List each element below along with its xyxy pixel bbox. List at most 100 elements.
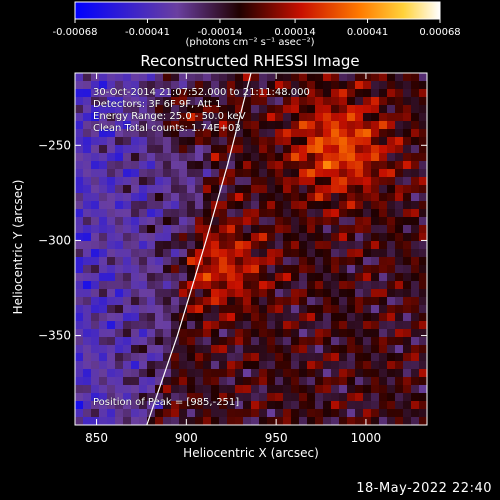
heatmap-cell xyxy=(371,121,380,130)
heatmap-cell xyxy=(235,377,244,386)
heatmap-cell xyxy=(91,113,100,122)
heatmap-cell xyxy=(195,273,204,282)
heatmap-cell xyxy=(291,321,300,330)
heatmap-cell xyxy=(299,121,308,130)
heatmap-cell xyxy=(155,105,164,114)
heatmap-cell xyxy=(387,177,396,186)
heatmap-cell xyxy=(107,281,116,290)
heatmap-cell xyxy=(403,377,412,386)
heatmap-cell xyxy=(275,401,284,410)
heatmap-cell xyxy=(187,161,196,170)
heatmap-cell xyxy=(155,249,164,258)
heatmap-cell xyxy=(411,281,420,290)
heatmap-cell xyxy=(347,145,356,154)
heatmap-cell xyxy=(211,137,220,146)
heatmap-cell xyxy=(211,121,220,130)
heatmap-cell xyxy=(251,345,260,354)
heatmap-cell xyxy=(283,217,292,226)
heatmap-cell xyxy=(267,81,276,90)
heatmap-cell xyxy=(243,345,252,354)
heatmap-cell xyxy=(275,305,284,314)
heatmap-cell xyxy=(387,185,396,194)
heatmap-cell xyxy=(227,153,236,162)
heatmap-cell xyxy=(339,129,348,138)
heatmap-cell xyxy=(251,377,260,386)
heatmap-cell xyxy=(139,385,148,394)
heatmap-cell xyxy=(83,193,92,202)
heatmap-cell xyxy=(187,417,196,425)
heatmap-cell xyxy=(131,281,140,290)
heatmap-cell xyxy=(243,89,252,98)
heatmap-cell xyxy=(331,113,340,122)
heatmap-cell xyxy=(251,241,260,250)
heatmap-cell xyxy=(83,353,92,362)
heatmap-cell xyxy=(315,393,324,402)
heatmap-cell xyxy=(371,233,380,242)
heatmap-cell xyxy=(219,201,228,210)
heatmap-cell xyxy=(315,217,324,226)
heatmap-cell xyxy=(363,249,372,258)
x-axis-label: Heliocentric X (arcsec) xyxy=(183,446,319,460)
heatmap-cell xyxy=(171,281,180,290)
heatmap-cell xyxy=(371,241,380,250)
heatmap-cell xyxy=(331,281,340,290)
heatmap-cell xyxy=(147,369,156,378)
heatmap-cell xyxy=(363,337,372,346)
heatmap-cell xyxy=(235,353,244,362)
heatmap-cell xyxy=(395,313,404,322)
heatmap-cell xyxy=(203,161,212,170)
heatmap-cell xyxy=(323,393,332,402)
heatmap-cell xyxy=(275,113,284,122)
heatmap-cell xyxy=(227,169,236,178)
heatmap-cell xyxy=(291,121,300,130)
heatmap-cell xyxy=(331,401,340,410)
heatmap-cell xyxy=(411,273,420,282)
heatmap-cell xyxy=(347,401,356,410)
heatmap-cell xyxy=(83,377,92,386)
heatmap-cell xyxy=(227,73,236,82)
heatmap-cell xyxy=(403,385,412,394)
heatmap-cell xyxy=(315,361,324,370)
heatmap-cell xyxy=(235,209,244,218)
heatmap-cell xyxy=(307,113,316,122)
heatmap-cell xyxy=(187,297,196,306)
heatmap-cell xyxy=(91,193,100,202)
heatmap-cell xyxy=(99,97,108,106)
heatmap-cell xyxy=(259,153,268,162)
heatmap-cell xyxy=(91,89,100,98)
heatmap-cell xyxy=(91,409,100,418)
heatmap-cell xyxy=(331,177,340,186)
heatmap-cell xyxy=(387,313,396,322)
heatmap-cell xyxy=(147,345,156,354)
plot-frame xyxy=(74,72,428,426)
heatmap-cell xyxy=(91,297,100,306)
heatmap-cell xyxy=(323,265,332,274)
heatmap-cell xyxy=(195,313,204,322)
heatmap-cell xyxy=(179,377,188,386)
heatmap-cell xyxy=(179,113,188,122)
heatmap-cell xyxy=(419,249,427,258)
heatmap-cell xyxy=(395,73,404,82)
heatmap-cell xyxy=(123,257,132,266)
heatmap-cell xyxy=(179,169,188,178)
heatmap-cell xyxy=(339,105,348,114)
heatmap-cell xyxy=(355,129,364,138)
heatmap-cell xyxy=(179,401,188,410)
heatmap-cell xyxy=(395,145,404,154)
heatmap-cell xyxy=(403,113,412,122)
heatmap-cell xyxy=(379,257,388,266)
heatmap-cell xyxy=(379,281,388,290)
heatmap-cell xyxy=(83,289,92,298)
heatmap-cell xyxy=(387,265,396,274)
heatmap-cell xyxy=(403,305,412,314)
heatmap-cell xyxy=(179,233,188,242)
heatmap-cell xyxy=(259,81,268,90)
heatmap-cell xyxy=(115,257,124,266)
heatmap-cell xyxy=(131,321,140,330)
heatmap-cell xyxy=(155,89,164,98)
heatmap-cell xyxy=(195,353,204,362)
heatmap-cell xyxy=(187,145,196,154)
heatmap-cell xyxy=(419,321,427,330)
heatmap-cell xyxy=(395,417,404,425)
heatmap-cell xyxy=(203,105,212,114)
